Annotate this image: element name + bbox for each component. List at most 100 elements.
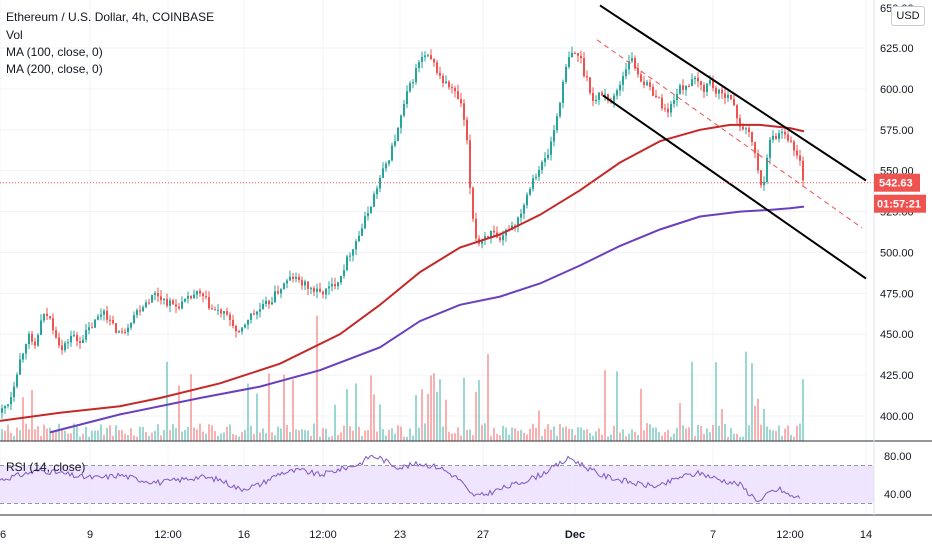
- candle[interactable]: [544, 152, 546, 167]
- candle[interactable]: [109, 315, 111, 326]
- candle[interactable]: [280, 288, 282, 299]
- candle[interactable]: [649, 79, 651, 91]
- candle[interactable]: [388, 160, 390, 167]
- candle[interactable]: [124, 328, 126, 335]
- candle[interactable]: [337, 281, 339, 290]
- candle[interactable]: [430, 49, 432, 60]
- candle[interactable]: [139, 305, 141, 316]
- candle[interactable]: [694, 76, 696, 85]
- candle[interactable]: [415, 63, 417, 85]
- candle[interactable]: [652, 83, 654, 97]
- candle[interactable]: [37, 333, 39, 347]
- candle[interactable]: [181, 296, 183, 310]
- candle[interactable]: [613, 93, 615, 108]
- candle[interactable]: [538, 165, 540, 182]
- candle[interactable]: [43, 313, 45, 323]
- candle[interactable]: [667, 103, 669, 118]
- candle[interactable]: [250, 313, 252, 324]
- candle[interactable]: [349, 252, 351, 262]
- candles[interactable]: [1, 46, 804, 419]
- candle[interactable]: [601, 90, 603, 96]
- candle[interactable]: [448, 80, 450, 90]
- candle[interactable]: [31, 331, 33, 346]
- candle[interactable]: [727, 91, 729, 102]
- candle[interactable]: [256, 311, 258, 320]
- candle[interactable]: [616, 88, 618, 100]
- candle[interactable]: [298, 273, 300, 283]
- candle[interactable]: [598, 92, 600, 105]
- candle[interactable]: [91, 322, 93, 329]
- candle[interactable]: [163, 297, 165, 305]
- candle[interactable]: [322, 290, 324, 299]
- candle[interactable]: [97, 313, 99, 321]
- candle[interactable]: [583, 52, 585, 78]
- candle[interactable]: [307, 281, 309, 296]
- candle[interactable]: [403, 99, 405, 118]
- candle[interactable]: [49, 315, 51, 320]
- candle[interactable]: [775, 132, 777, 141]
- candle[interactable]: [310, 286, 312, 295]
- candle[interactable]: [223, 311, 225, 321]
- candle[interactable]: [355, 238, 357, 256]
- candle[interactable]: [370, 206, 372, 215]
- candle[interactable]: [574, 51, 576, 55]
- candle[interactable]: [625, 62, 627, 80]
- candle[interactable]: [661, 93, 663, 111]
- candle[interactable]: [547, 148, 549, 161]
- candle[interactable]: [724, 87, 726, 105]
- candle[interactable]: [535, 173, 537, 181]
- candle[interactable]: [721, 86, 723, 100]
- candle[interactable]: [592, 87, 594, 107]
- candle[interactable]: [763, 176, 765, 191]
- channel-lower-line[interactable]: [602, 94, 867, 280]
- candle[interactable]: [268, 299, 270, 309]
- candle[interactable]: [118, 330, 120, 334]
- candle[interactable]: [160, 290, 162, 305]
- candle[interactable]: [304, 279, 306, 291]
- candle[interactable]: [208, 291, 210, 311]
- candle[interactable]: [445, 75, 447, 85]
- candle[interactable]: [793, 139, 795, 157]
- candle[interactable]: [373, 191, 375, 208]
- candle[interactable]: [622, 71, 624, 92]
- candle[interactable]: [577, 53, 579, 62]
- candle[interactable]: [211, 304, 213, 310]
- candle[interactable]: [751, 131, 753, 147]
- candle[interactable]: [358, 230, 360, 242]
- candle[interactable]: [226, 307, 228, 317]
- candle[interactable]: [340, 275, 342, 286]
- candle[interactable]: [646, 79, 648, 87]
- candle[interactable]: [568, 51, 570, 69]
- candle[interactable]: [238, 329, 240, 333]
- candle[interactable]: [55, 326, 57, 339]
- candle[interactable]: [286, 278, 288, 289]
- candle[interactable]: [112, 315, 114, 325]
- candle[interactable]: [106, 306, 108, 324]
- candle[interactable]: [253, 309, 255, 316]
- candle[interactable]: [178, 303, 180, 310]
- candle[interactable]: [265, 296, 267, 308]
- candle[interactable]: [169, 297, 171, 313]
- candle[interactable]: [292, 272, 294, 283]
- candle[interactable]: [136, 308, 138, 319]
- candle[interactable]: [733, 93, 735, 107]
- candle[interactable]: [679, 83, 681, 96]
- candle[interactable]: [244, 323, 246, 329]
- candle[interactable]: [184, 298, 186, 303]
- candle[interactable]: [688, 83, 690, 88]
- candle[interactable]: [394, 134, 396, 148]
- candle[interactable]: [274, 285, 276, 304]
- candle[interactable]: [685, 84, 687, 96]
- candle[interactable]: [19, 353, 21, 376]
- candle[interactable]: [145, 299, 147, 309]
- candle[interactable]: [409, 80, 411, 94]
- candle[interactable]: [787, 130, 789, 143]
- candle[interactable]: [682, 79, 684, 95]
- candle[interactable]: [88, 321, 90, 335]
- candle[interactable]: [469, 134, 471, 195]
- candle[interactable]: [346, 254, 348, 271]
- candle[interactable]: [133, 311, 135, 325]
- candle[interactable]: [439, 66, 441, 80]
- candle[interactable]: [157, 287, 159, 302]
- candle[interactable]: [637, 63, 639, 78]
